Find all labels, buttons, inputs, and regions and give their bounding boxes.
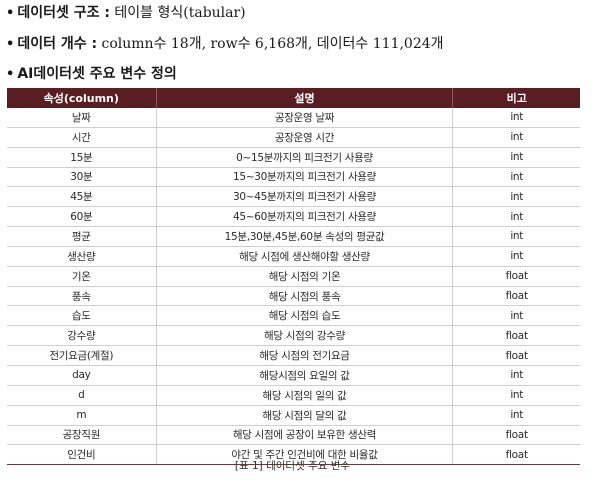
- bullet-icon: •: [6, 67, 15, 82]
- cell-attribute: 45분: [7, 186, 157, 208]
- bullet-icon: •: [6, 6, 15, 21]
- column-header-note: 비고: [452, 88, 580, 108]
- cell-attribute: 기온: [7, 266, 157, 287]
- cell-note: int: [452, 127, 580, 148]
- cell-description: 해당 시점의 풍속: [155, 286, 453, 307]
- cell-attribute: 평균: [7, 226, 157, 247]
- table-row: 생산량 해당 시점에 생산해야할 생산량 int: [7, 246, 580, 267]
- cell-description: 15분,30분,45분,60분 속성의 평균값: [155, 226, 453, 247]
- cell-note: int: [452, 246, 580, 267]
- data-count-label: 데이터 개수 :: [17, 36, 98, 52]
- cell-attribute: m: [7, 405, 157, 426]
- cell-note: float: [452, 266, 580, 287]
- cell-note: int: [452, 385, 580, 406]
- cell-note: int: [452, 108, 580, 128]
- cell-note: int: [452, 405, 580, 426]
- cell-attribute: 공장직원: [7, 425, 157, 446]
- cell-description: 해당시점의 요일의 값: [155, 365, 453, 386]
- variable-definition-title: AI데이터셋 주요 변수 정의: [17, 66, 177, 82]
- cell-note: float: [452, 425, 580, 446]
- cell-note: int: [452, 305, 580, 327]
- table-row: 기온 해당 시점의 기온 float: [7, 266, 580, 287]
- table-body: 날짜 공장운영 날짜 int 시간 공장운영 시간 int 15분 0~15분까지의 피크전기…: [7, 108, 580, 466]
- table-row: day 해당시점의 요일의 값 int: [7, 365, 580, 386]
- cell-note: int: [452, 365, 580, 386]
- cell-attribute: 날짜: [7, 108, 157, 128]
- cell-attribute: d: [7, 385, 157, 406]
- table-row: 인건비 야간 및 주간 인건비에 대한 비율값 float: [7, 444, 580, 466]
- cell-description: 해당 시점의 기온: [155, 266, 453, 287]
- cell-note: float: [452, 325, 580, 347]
- table-row: 60분 45~60분까지의 피크전기 사용량 int: [7, 206, 580, 228]
- table-row: 습도 해당 시점의 습도 int: [7, 305, 580, 327]
- cell-note: int: [452, 206, 580, 228]
- bullet-icon: •: [6, 37, 15, 52]
- cell-description: 해당 시점의 습도: [155, 305, 453, 327]
- table-row: 45분 30~45분까지의 피크전기 사용량 int: [7, 186, 580, 208]
- table-row: 날짜 공장운영 날짜 int: [7, 108, 580, 128]
- table-caption: [표 1] 데이터셋 주요 변수: [234, 460, 351, 472]
- cell-description: 해당 시점의 전기요금: [155, 345, 453, 366]
- cell-note: float: [452, 345, 580, 366]
- cell-attribute: day: [7, 365, 157, 386]
- dataset-structure-line: • 데이터셋 구조 : 테이블 형식(tabular): [6, 3, 246, 23]
- cell-description: 해당 시점에 공장이 보유한 생산력: [155, 425, 453, 446]
- cell-attribute: 60분: [7, 206, 157, 228]
- cell-attribute: 15분: [7, 147, 157, 168]
- table-row: 풍속 해당 시점의 풍속 float: [7, 286, 580, 307]
- cell-description: 해당 시점의 일의 값: [155, 385, 453, 406]
- cell-description: 해당 시점의 달의 값: [155, 405, 453, 426]
- table-row: 30분 15~30분까지의 피크전기 사용량 int: [7, 167, 580, 188]
- table-row: 평균 15분,30분,45분,60분 속성의 평균값 int: [7, 226, 580, 247]
- cell-description: 15~30분까지의 피크전기 사용량: [155, 167, 453, 188]
- cell-note: int: [452, 147, 580, 168]
- column-header-attribute: 속성(column): [7, 88, 157, 108]
- cell-description: 공장운영 시간: [155, 127, 453, 148]
- cell-attribute: 30분: [7, 167, 157, 188]
- cell-description: 해당 시점의 강수량: [155, 325, 453, 347]
- cell-note: float: [452, 286, 580, 307]
- dataset-structure-label: 데이터셋 구조 :: [17, 5, 110, 21]
- cell-description: 30~45분까지의 피크전기 사용량: [155, 186, 453, 208]
- table-row: m 해당 시점의 달의 값 int: [7, 405, 580, 426]
- cell-description: 0~15분까지의 피크전기 사용량: [155, 147, 453, 168]
- cell-attribute: 풍속: [7, 286, 157, 307]
- cell-note: float: [452, 444, 580, 466]
- cell-note: int: [452, 186, 580, 208]
- table-row: 강수량 해당 시점의 강수량 float: [7, 325, 580, 347]
- cell-attribute: 습도: [7, 305, 157, 327]
- cell-description: 해당 시점에 생산해야할 생산량: [155, 246, 453, 267]
- cell-note: int: [452, 226, 580, 247]
- table-row: 공장직원 해당 시점에 공장이 보유한 생산력 float: [7, 425, 580, 446]
- column-header-description: 설명: [155, 88, 453, 108]
- table-row: 15분 0~15분까지의 피크전기 사용량 int: [7, 147, 580, 168]
- cell-attribute: 전기요금(계절): [7, 345, 157, 366]
- variable-definition-heading: • AI데이터셋 주요 변수 정의: [6, 64, 177, 84]
- cell-description: 45~60분까지의 피크전기 사용량: [155, 206, 453, 228]
- variable-table: 속성(column) 설명 비고 날짜 공장운영 날짜 int 시간 공장운영 시간 in…: [7, 88, 580, 466]
- table-row: 전기요금(계절) 해당 시점의 전기요금 float: [7, 345, 580, 366]
- dataset-structure-value: 테이블 형식(tabular): [109, 5, 246, 21]
- data-count-value: column수 18개, row수 6,168개, 데이터수 111,024개: [97, 36, 444, 52]
- cell-attribute: 생산량: [7, 246, 157, 267]
- cell-attribute: 인건비: [7, 444, 157, 466]
- data-count-line: • 데이터 개수 : column수 18개, row수 6,168개, 데이터수…: [6, 34, 444, 54]
- table-row: 시간 공장운영 시간 int: [7, 127, 580, 148]
- cell-description: 공장운영 날짜: [155, 108, 453, 128]
- cell-note: int: [452, 167, 580, 188]
- table-row: d 해당 시점의 일의 값 int: [7, 385, 580, 406]
- cell-description: 야간 및 주간 인건비에 대한 비율값: [155, 444, 453, 466]
- table-header-row: 속성(column) 설명 비고: [7, 88, 580, 108]
- cell-attribute: 시간: [7, 127, 157, 148]
- cell-attribute: 강수량: [7, 325, 157, 347]
